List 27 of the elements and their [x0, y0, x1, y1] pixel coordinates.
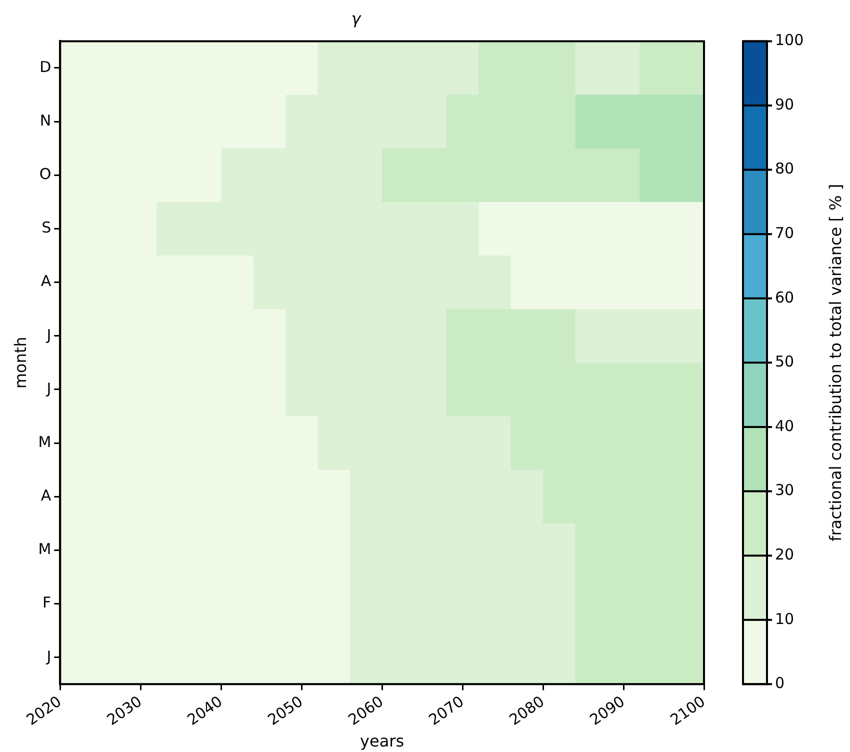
y-axis-title: month [10, 336, 30, 389]
y-tick-label: S [42, 218, 52, 237]
color-bar-label: 80 [775, 160, 794, 178]
color-bar-label: 0 [775, 674, 785, 692]
y-tick-label: J [46, 326, 52, 344]
color-bar-label: 100 [775, 31, 804, 50]
y-tick-label: O [39, 165, 52, 184]
color-bar-label: 60 [775, 288, 794, 306]
y-tick-label: M [38, 540, 52, 558]
y-tick-label: A [40, 272, 52, 290]
y-tick-label: D [40, 58, 52, 76]
y-tick-label: A [40, 486, 52, 505]
y-tick-label: F [42, 594, 52, 612]
x-axis-title: years [360, 732, 404, 751]
color-bar-label: 20 [775, 545, 794, 564]
color-bar-label: 10 [775, 610, 794, 628]
color-bar-label: 30 [775, 481, 794, 500]
color-bar-label: 90 [775, 95, 794, 114]
y-tick-label: N [40, 111, 52, 130]
color-bar-label: 40 [775, 416, 794, 435]
color-bar-title: fractional contribution to total variance [ % ] [826, 184, 846, 542]
color-bar-label: 70 [775, 224, 794, 242]
y-tick-label: M [38, 432, 52, 451]
y-tick-label: J [46, 647, 52, 666]
chart-title: γ [351, 8, 362, 28]
color-bar-label: 50 [775, 352, 794, 371]
y-tick-label: J [46, 379, 52, 398]
